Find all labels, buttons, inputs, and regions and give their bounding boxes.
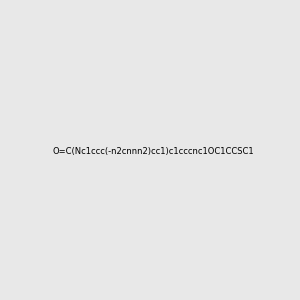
Text: O=C(Nc1ccc(-n2cnnn2)cc1)c1cccnc1OC1CCSC1: O=C(Nc1ccc(-n2cnnn2)cc1)c1cccnc1OC1CCSC1 (53, 147, 255, 156)
